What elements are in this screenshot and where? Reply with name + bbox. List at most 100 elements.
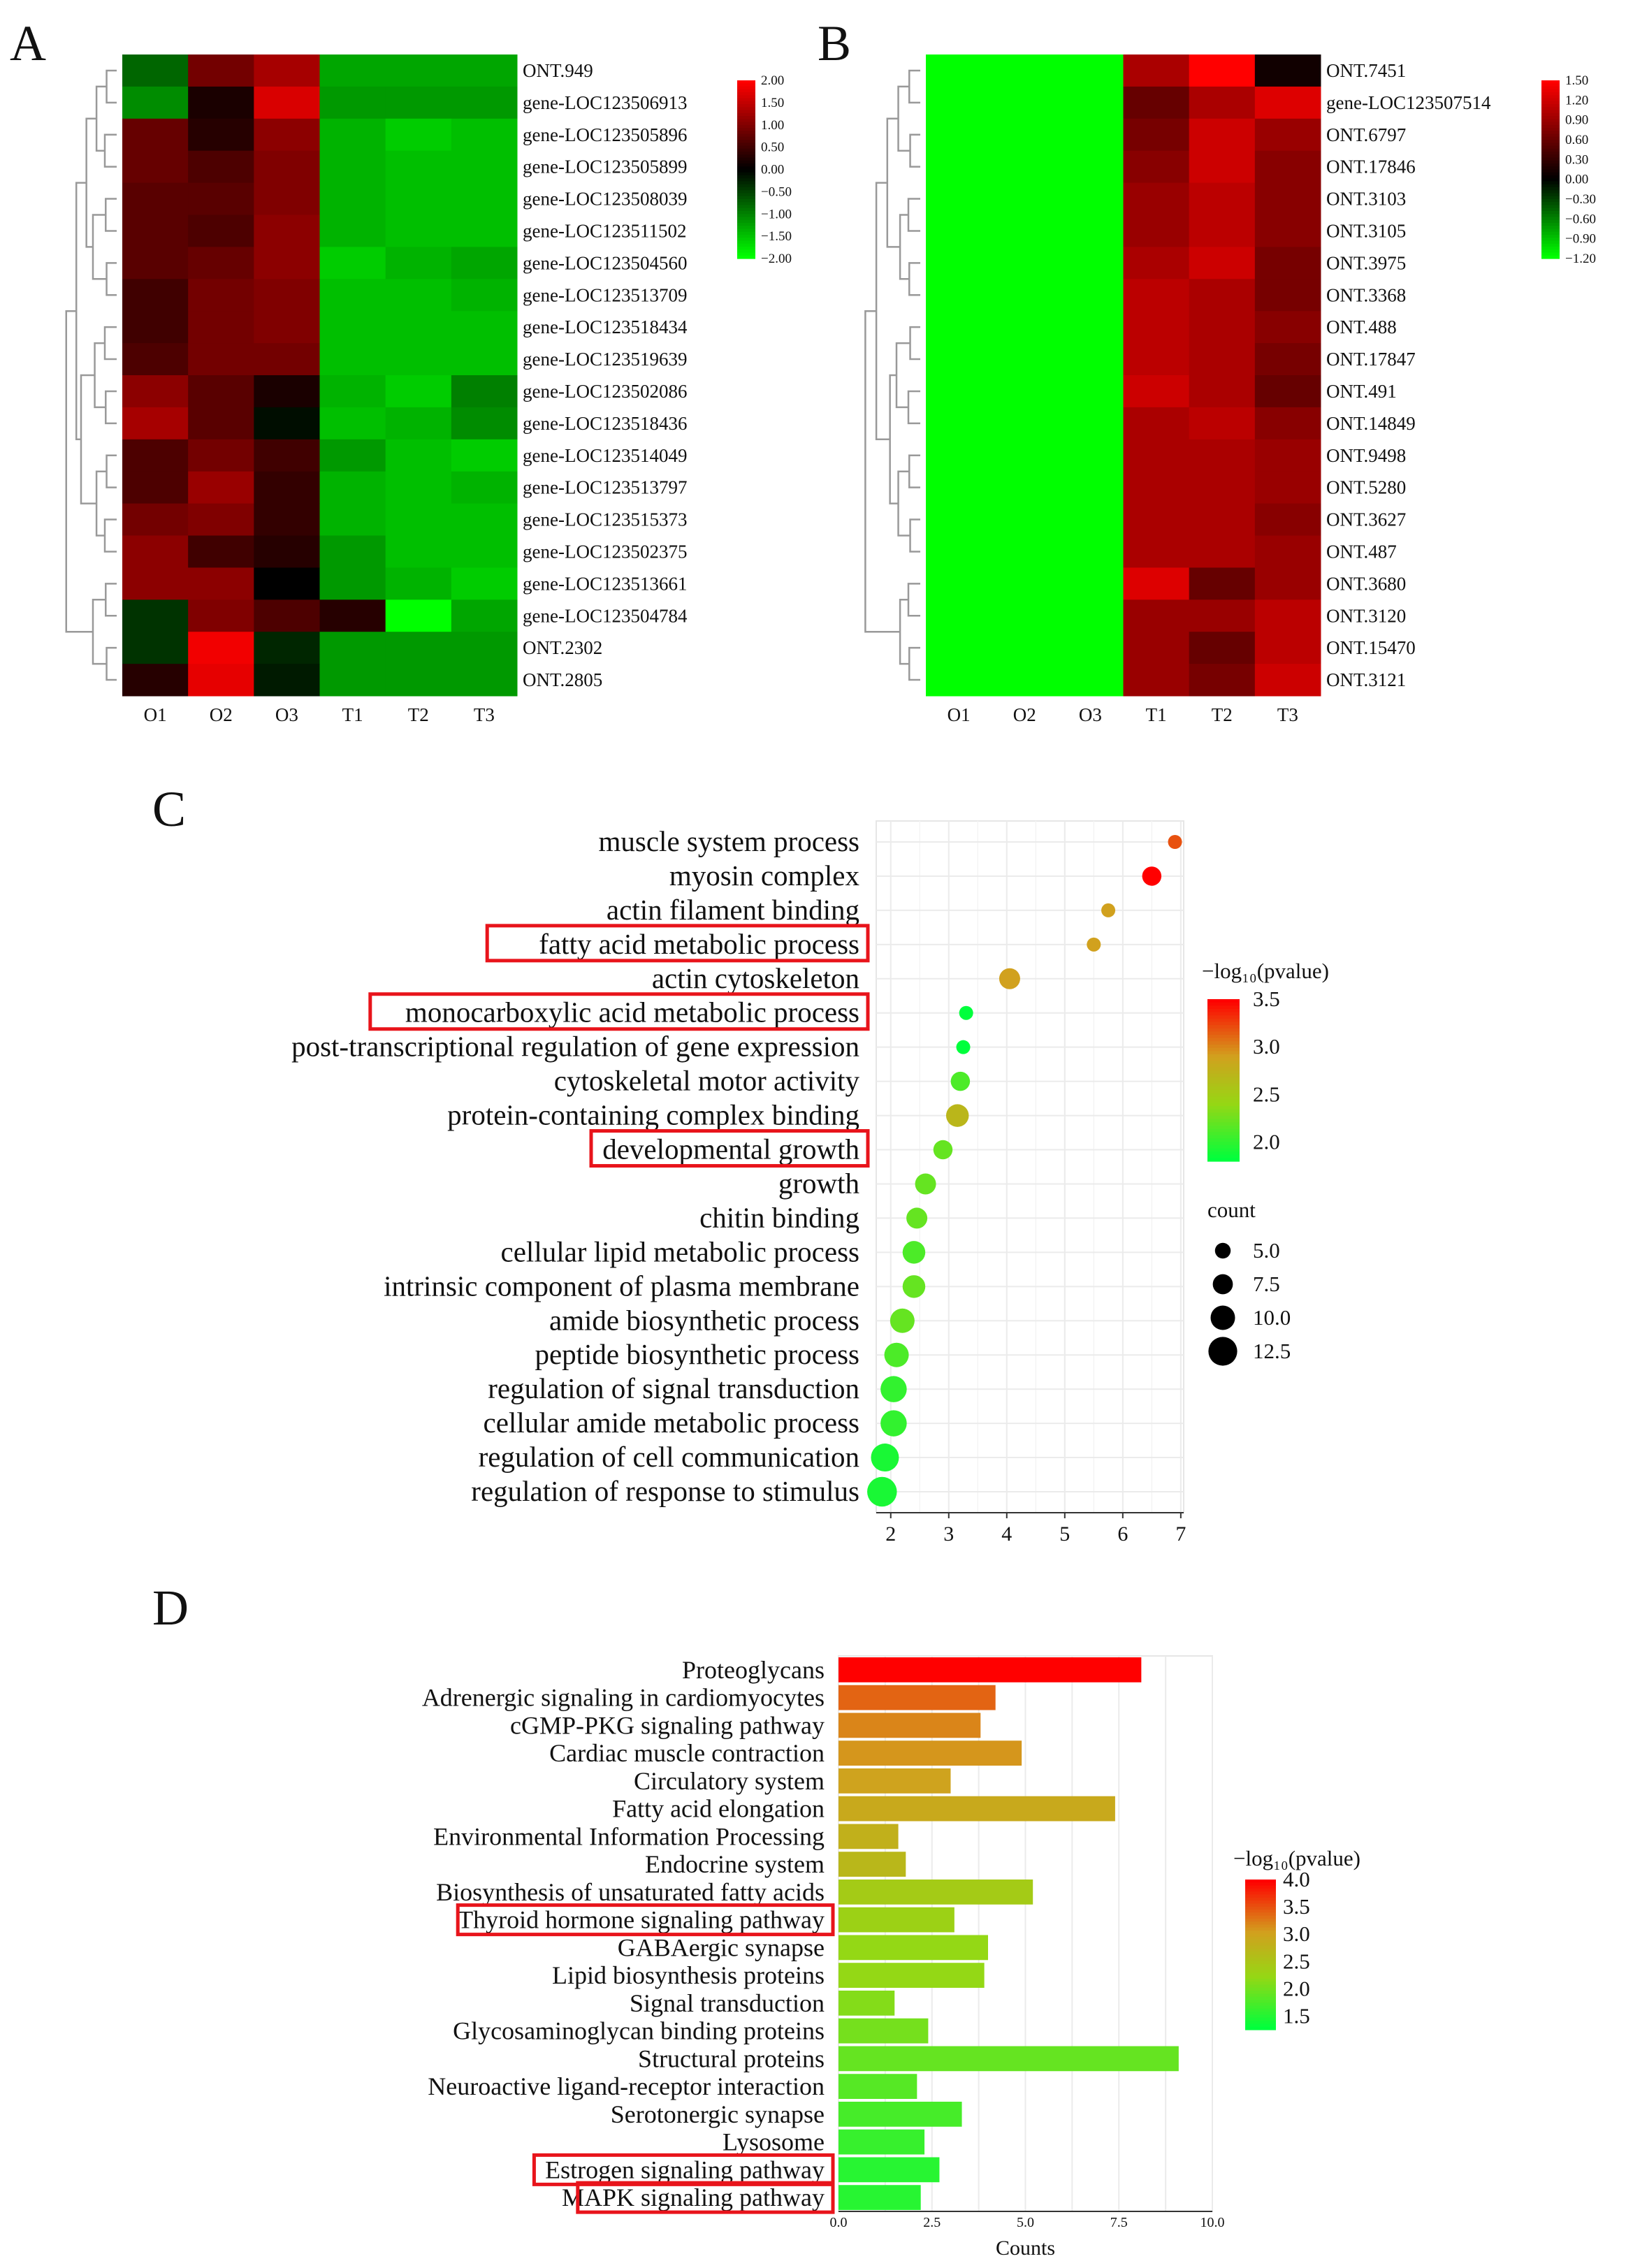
color-legend-segment <box>1245 2000 1276 2003</box>
heatmap-cell <box>319 215 386 247</box>
heatmap-cell <box>1254 343 1321 376</box>
heatmap-cell <box>122 632 189 664</box>
heatmap-cell <box>926 182 992 215</box>
bar <box>839 1824 899 1849</box>
heatmap-row-label: gene-LOC123502086 <box>523 381 687 402</box>
data-point <box>956 1040 971 1054</box>
heatmap-row-label: ONT.3120 <box>1326 605 1406 626</box>
color-legend-segment <box>1245 1885 1276 1889</box>
colorbar-segment <box>737 110 755 114</box>
x-tick-label: 7 <box>1175 1522 1186 1546</box>
colorbar-segment <box>1541 219 1560 224</box>
heatmap-cell <box>188 664 254 697</box>
heatmap-cell <box>385 535 452 568</box>
color-legend-segment <box>1207 1044 1240 1049</box>
color-legend-tick: 2.5 <box>1253 1082 1280 1106</box>
colorbar-segment <box>1541 255 1560 259</box>
heatmap-cell <box>451 375 518 408</box>
highlight-box <box>589 1129 870 1168</box>
heatmap-cell <box>1254 632 1321 664</box>
category-label: Neuroactive ligand-receptor interaction <box>428 2072 825 2100</box>
color-legend-segment <box>1245 1984 1276 1989</box>
heatmap-cell <box>926 311 992 344</box>
heatmap-cell <box>188 182 254 215</box>
x-tick-label: 3 <box>943 1522 954 1546</box>
color-legend-segment <box>1245 1882 1276 1887</box>
color-legend-segment <box>1245 1954 1276 1958</box>
colorbar-segment <box>1541 226 1560 230</box>
color-legend-segment <box>1245 1880 1276 1883</box>
heatmap-row-label: ONT.7451 <box>1326 60 1406 81</box>
heatmap-cell <box>926 407 992 440</box>
heatmap-cell <box>1254 599 1321 632</box>
heatmap-cell <box>992 439 1058 472</box>
category-label: muscle system process <box>599 825 859 857</box>
heatmap-cell <box>451 150 518 184</box>
heatmap-cell <box>385 54 452 87</box>
heatmap-cell <box>254 471 320 504</box>
heatmap-cell <box>1189 503 1256 536</box>
data-point <box>867 1476 897 1507</box>
colorbar-segment <box>1541 152 1560 155</box>
data-point <box>902 1241 926 1264</box>
heatmap-cell <box>451 279 518 312</box>
color-legend-segment <box>1245 1903 1276 1907</box>
color-legend-segment <box>1207 1054 1240 1059</box>
heatmap-row-label: ONT.2805 <box>523 669 602 690</box>
bar <box>839 2101 962 2127</box>
dendrogram-branch <box>103 518 117 553</box>
bar <box>839 2074 917 2100</box>
heatmap-cell <box>992 343 1058 376</box>
heatmap-cell <box>1057 215 1124 247</box>
category-label: cGMP-PKG signaling pathway <box>510 1711 825 1739</box>
color-legend-segment <box>1207 1005 1240 1010</box>
x-axis-title: Counts <box>996 2237 1055 2260</box>
heatmap-cell <box>385 632 452 664</box>
color-legend-segment <box>1245 2023 1276 2028</box>
heatmap-cell <box>926 632 992 664</box>
colorbar-tick-label: 0.00 <box>1565 173 1588 187</box>
dendrogram-branch <box>105 390 117 425</box>
heatmap-cell <box>122 279 189 312</box>
heatmap-cell <box>992 182 1058 215</box>
heatmap-cell <box>1189 182 1256 215</box>
colorbar-segment <box>1541 217 1560 221</box>
data-point <box>1101 903 1116 917</box>
heatmap-cell <box>1254 54 1321 87</box>
color-legend-segment <box>1207 1063 1240 1068</box>
colorbar-segment <box>737 235 755 238</box>
category-label: Proteoglycans <box>682 1656 825 1684</box>
colorbar-segment <box>737 228 755 233</box>
heatmap-row-label: gene-LOC123505896 <box>523 124 687 145</box>
colorbar-segment <box>737 131 755 135</box>
heatmap-cell <box>122 343 189 376</box>
colorbar-segment <box>1541 202 1560 206</box>
color-legend-segment <box>1245 1948 1276 1952</box>
colorbar-segment <box>1541 107 1560 111</box>
heatmap-cell <box>1123 567 1190 600</box>
color-legend-segment <box>1207 1035 1240 1039</box>
heatmap-cell <box>1123 118 1190 152</box>
size-legend-label: 5.0 <box>1253 1238 1280 1263</box>
heatmap-cell <box>122 86 189 119</box>
heatmap-cell <box>451 86 518 119</box>
heatmap-cell <box>992 118 1058 152</box>
heatmap-cell <box>1189 632 1256 664</box>
heatmap-cell <box>385 599 452 632</box>
category-label: chitin binding <box>699 1201 859 1233</box>
heatmap-cell <box>254 599 320 632</box>
heatmap-cell <box>122 407 189 440</box>
colorbar-segment <box>1541 223 1560 226</box>
colorbar-tick-label: −0.50 <box>761 184 792 199</box>
color-legend-segment <box>1207 1047 1240 1052</box>
x-tick-label: 5 <box>1059 1522 1070 1546</box>
color-legend-tick: 3.0 <box>1283 1921 1310 1946</box>
heatmap-row-label: gene-LOC123513797 <box>523 477 687 498</box>
heatmap-cell <box>1254 439 1321 472</box>
dendrogram-branch <box>909 326 920 361</box>
colorbar-segment <box>1541 157 1560 161</box>
heatmap-cell <box>254 54 320 87</box>
bar <box>839 1768 951 1794</box>
heatmap-cell <box>319 247 386 279</box>
heatmap-cell <box>992 86 1058 119</box>
